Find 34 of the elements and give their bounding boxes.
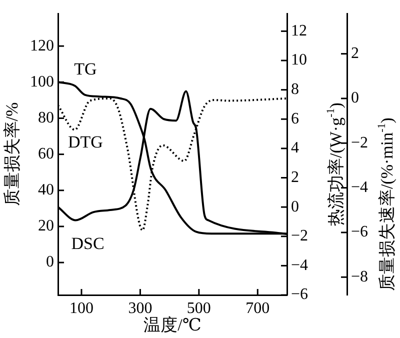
annotation: DSC xyxy=(71,234,104,253)
y2-tick-label: −6 xyxy=(291,286,308,304)
y3-axis-title: 质量损失速率/(%·min-1) xyxy=(376,118,396,292)
y2-tick-label: 2 xyxy=(291,168,299,186)
y3-tick-label: −6 xyxy=(351,224,368,241)
y-tick-label: 40 xyxy=(38,182,54,199)
y2-tick-label: 8 xyxy=(291,81,299,98)
y2-tick-label: 4 xyxy=(291,140,299,157)
y-axis-title: 质量损失率/% xyxy=(2,102,22,206)
y3-tick-label: 0 xyxy=(351,90,359,107)
y3-tick-label: −2 xyxy=(351,134,368,152)
x-tick-label: 100 xyxy=(69,300,94,317)
y3-tick-label: −8 xyxy=(351,268,368,286)
y2-tick-label: 12 xyxy=(291,22,307,40)
y-tick-label: 120 xyxy=(30,37,54,54)
y-tick-label: 60 xyxy=(38,146,54,163)
x-tick-label: 300 xyxy=(128,300,152,317)
x-axis-title: 温度/℃ xyxy=(144,315,202,334)
y-tick-label: 100 xyxy=(30,73,54,90)
y2-tick-label: 10 xyxy=(291,52,307,69)
y2-tick-label: 0 xyxy=(291,198,299,216)
y-tick-label: 0 xyxy=(46,254,54,271)
y3-tick-label: −4 xyxy=(351,179,368,196)
y-tick-label: 20 xyxy=(38,218,54,235)
y2-axis-title: 热流功率/(W·g-1) xyxy=(324,102,346,226)
y2-tick-label: −4 xyxy=(291,256,308,274)
x-tick-label: 700 xyxy=(246,300,270,317)
annotation: DTG xyxy=(68,132,103,152)
annotation: TG xyxy=(74,59,97,78)
y2-tick-label: 6 xyxy=(291,110,299,128)
x-tick-label: 500 xyxy=(186,300,211,317)
y-tick-label: 80 xyxy=(38,109,54,126)
y2-tick-label: −2 xyxy=(291,228,308,245)
y3-tick-label: 2 xyxy=(351,45,359,62)
